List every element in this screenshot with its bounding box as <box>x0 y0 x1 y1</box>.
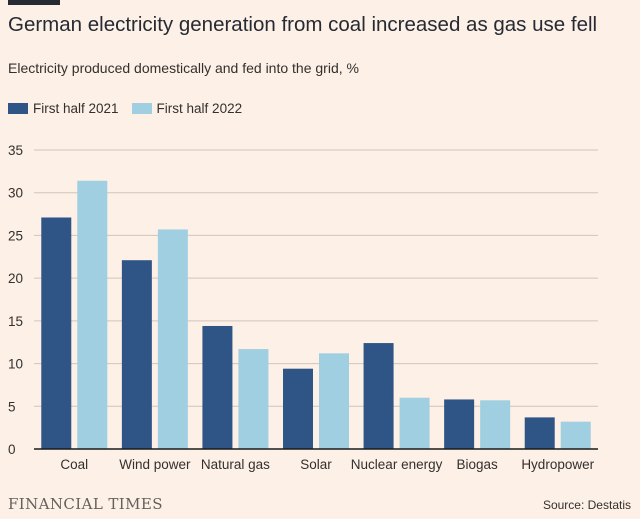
y-tick-label: 25 <box>8 228 23 243</box>
y-tick-label: 0 <box>8 442 16 457</box>
bar <box>319 353 349 449</box>
legend-label-2021: First half 2021 <box>33 101 119 116</box>
x-tick-label: Wind power <box>119 457 191 472</box>
bar <box>363 343 394 449</box>
legend-swatch-2021 <box>8 103 28 114</box>
y-tick-label: 35 <box>8 143 23 158</box>
chart-legend: First half 2021 First half 2022 <box>8 101 255 116</box>
bar <box>444 399 475 449</box>
bar <box>524 417 555 449</box>
legend-item-2021: First half 2021 <box>8 101 119 116</box>
y-tick-label: 10 <box>8 357 23 372</box>
bar <box>283 368 313 449</box>
x-tick-label: Solar <box>300 457 332 472</box>
legend-label-2022: First half 2022 <box>156 101 243 116</box>
y-tick-label: 15 <box>8 314 23 329</box>
bar <box>399 397 430 449</box>
bar <box>480 400 511 449</box>
chart-title: German electricity generation from coal … <box>8 13 598 36</box>
y-tick-label: 5 <box>8 399 16 414</box>
bar <box>41 217 72 449</box>
legend-item-2022: First half 2022 <box>131 101 243 116</box>
bar <box>157 229 188 449</box>
source-note: Source: Destatis <box>542 498 631 512</box>
legend-swatch-2022 <box>131 103 152 114</box>
financial-times-logo: FINANCIAL TIMES <box>8 495 163 513</box>
x-tick-label: Nuclear energy <box>351 457 443 472</box>
bar <box>202 325 233 449</box>
bar <box>121 260 152 449</box>
y-tick-label: 20 <box>8 271 23 286</box>
x-tick-label: Natural gas <box>201 457 270 472</box>
brand-accent-bar <box>8 0 60 5</box>
bar <box>238 349 269 449</box>
x-tick-label: Coal <box>60 457 88 472</box>
bar <box>77 180 108 450</box>
x-tick-label: Biogas <box>457 457 499 472</box>
bar <box>560 421 591 449</box>
chart-subtitle: Electricity produced domestically and fe… <box>8 60 359 76</box>
y-tick-label: 30 <box>8 186 23 201</box>
bar-chart: 0 5 10 15 20 25 30 35 Coal Wind power Natural gas S… <box>8 143 598 472</box>
x-tick-label: Hydropower <box>521 457 594 472</box>
